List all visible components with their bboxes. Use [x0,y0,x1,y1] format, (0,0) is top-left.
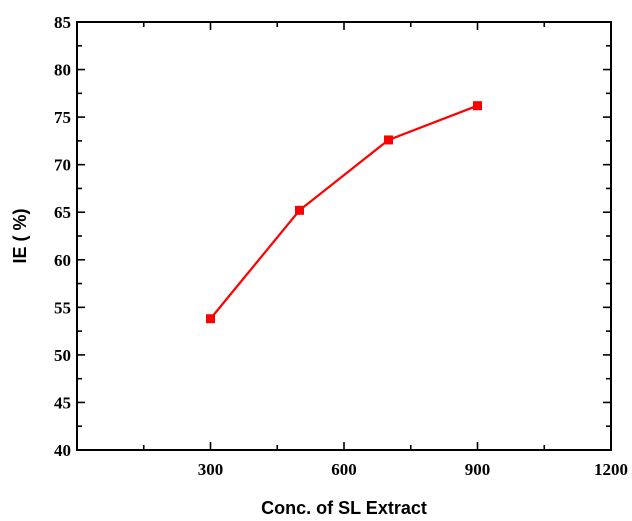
series-line [209,104,478,320]
y-tick-label: 75 [54,108,71,127]
data-point [295,205,304,215]
series-layer [206,101,482,324]
y-tick-label: 85 [54,13,71,32]
x-tick-label: 1200 [594,460,628,479]
y-axis-title: IE ( %) [10,208,30,263]
x-tick-label: 900 [465,460,491,479]
y-tick-label: 55 [54,298,71,317]
data-point [473,101,482,111]
x-axis-title: Conc. of SL Extract [261,498,427,518]
x-tick-label: 300 [198,460,224,479]
y-tick-label: 70 [54,156,71,175]
y-tick-label: 80 [54,61,71,80]
x-tick-label: 600 [331,460,357,479]
y-tick-label: 50 [54,346,71,365]
data-point [206,314,215,324]
y-tick-label: 40 [54,441,71,460]
plot-frame [76,21,612,451]
y-axis-ticks: 40 45 50 55 60 65 70 75 80 85 [54,13,611,460]
data-point [384,135,393,145]
y-tick-label: 65 [54,203,71,222]
plot-area: 300 600 900 1200 40 45 50 55 60 65 70 75 80 85 [54,13,628,479]
y-tick-label: 45 [54,393,71,412]
y-tick-label: 60 [54,251,71,270]
x-axis-ticks: 300 600 900 1200 [142,22,628,479]
